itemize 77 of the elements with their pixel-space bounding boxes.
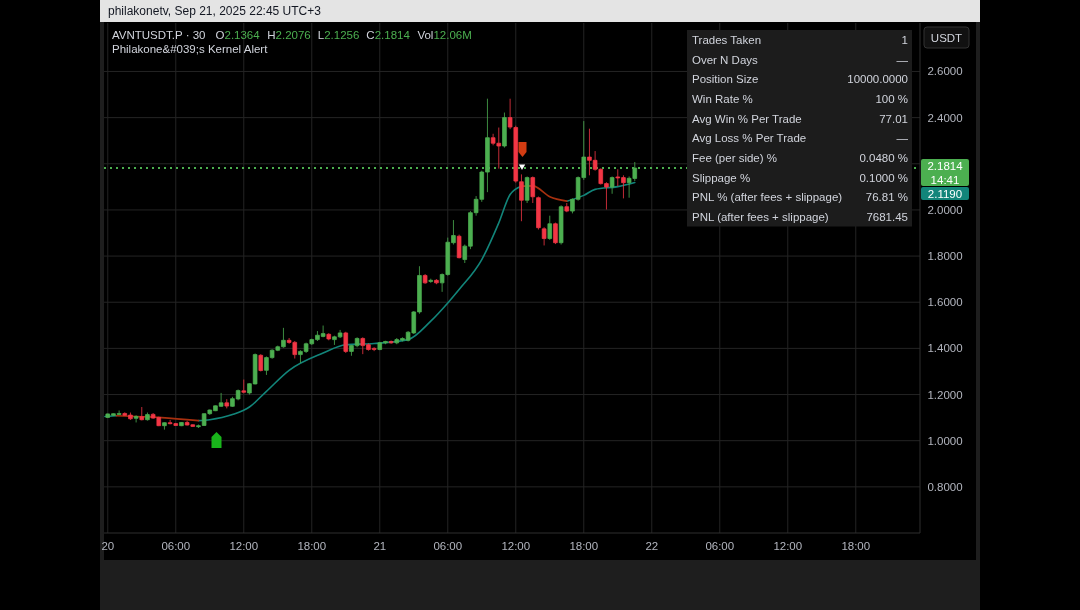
candlestick (558, 204, 564, 245)
text: 2.1190 (927, 188, 963, 201)
y-tick-label: 2.6000 (927, 65, 963, 78)
candlestick (609, 176, 615, 195)
x-tick-label: 12:00 (229, 540, 259, 552)
candlestick (241, 379, 247, 394)
y-tick-label: 1.4000 (927, 342, 963, 355)
x-tick-label: 12:00 (773, 540, 803, 552)
annotation: L2.1256 (317, 29, 360, 41)
y-tick-label: 1.0000 (927, 434, 963, 447)
annotation: 0.1000 % (859, 171, 908, 184)
y-tick-label: 2.0000 (927, 203, 963, 216)
annotation: O2.1364 (215, 29, 261, 41)
candlestick (162, 421, 167, 431)
candlestick (326, 332, 332, 341)
text: AVNTUSDT.P · 30 (112, 29, 206, 41)
y-axis-title: USDT (930, 31, 963, 44)
annotation: Position Size (692, 73, 759, 86)
text: Philakone&#039;s Kernel Alert (112, 43, 269, 55)
x-tick-label: 18:00 (297, 540, 327, 552)
candlestick (388, 340, 394, 345)
annotation: PNL % (after fees + slippage) (692, 191, 843, 204)
candlestick (541, 226, 547, 246)
annotation: 100 % (875, 92, 908, 105)
x-tick-label: 20 (101, 540, 115, 552)
candlestick (564, 202, 570, 213)
x-tick-label: 22 (645, 540, 659, 552)
candlestick (145, 412, 150, 422)
candlestick (428, 278, 434, 284)
annotation: — (896, 132, 909, 145)
candlestick (547, 215, 553, 241)
annotation: 76.81 % (865, 191, 908, 204)
annotation: H2.2076 (267, 29, 311, 41)
annotation: 0.0480 % (859, 151, 908, 164)
annotation: 10000.0000 (847, 73, 908, 86)
x-tick-label: 21 (373, 540, 387, 552)
annotation: Trades Taken (692, 34, 762, 46)
annotation: Avg Loss % Per Trade (692, 132, 807, 145)
candlestick (179, 421, 184, 427)
annotation: 7681.45 (866, 210, 908, 223)
annotation: 77.01 (879, 112, 908, 125)
ref-line-label: 2.1814 14:41 (927, 160, 964, 187)
annotation: — (896, 53, 909, 66)
annotation: Avg Win % Per Trade (692, 112, 802, 125)
annotation: PNL (after fees + slippage) (692, 210, 829, 223)
candlestick (536, 196, 541, 230)
x-tick-label: 18:00 (841, 540, 871, 552)
candlestick (530, 176, 536, 204)
candlestick (434, 278, 439, 285)
candlestick (139, 406, 145, 421)
text: philakonetv, Sep 21, 2025 22:45 UTC+3 (108, 4, 322, 18)
annotation: Fee (per side) % (692, 151, 778, 164)
candlestick (502, 112, 507, 149)
y-tick-label: 0.8000 (927, 480, 963, 493)
annotation: Vol12.06M (417, 29, 472, 41)
candlestick (224, 398, 230, 409)
candlestick (422, 273, 428, 285)
candlestick (524, 176, 530, 204)
annotation: Slippage % (692, 171, 751, 184)
x-tick-label: 06:00 (705, 540, 735, 552)
candlestick (133, 414, 139, 423)
candlestick (258, 353, 264, 372)
x-tick-label: 06:00 (433, 540, 463, 552)
annotation: Win Rate % (692, 92, 753, 105)
y-tick-label: 1.6000 (927, 296, 963, 309)
candlestick (343, 331, 349, 354)
x-tick-label: 12:00 (501, 540, 531, 552)
y-tick-label: 1.2000 (927, 388, 963, 401)
annotation: 1 (901, 34, 908, 46)
x-tick-label: 18:00 (569, 540, 599, 552)
candlestick (553, 222, 558, 245)
candlestick (456, 234, 462, 259)
x-tick-label: 06:00 (161, 540, 191, 552)
annotation: Over N Days (692, 53, 759, 66)
y-tick-label: 1.8000 (927, 250, 963, 263)
y-tick-label: 2.4000 (927, 111, 963, 124)
annotation: C2.1814 (366, 29, 411, 41)
